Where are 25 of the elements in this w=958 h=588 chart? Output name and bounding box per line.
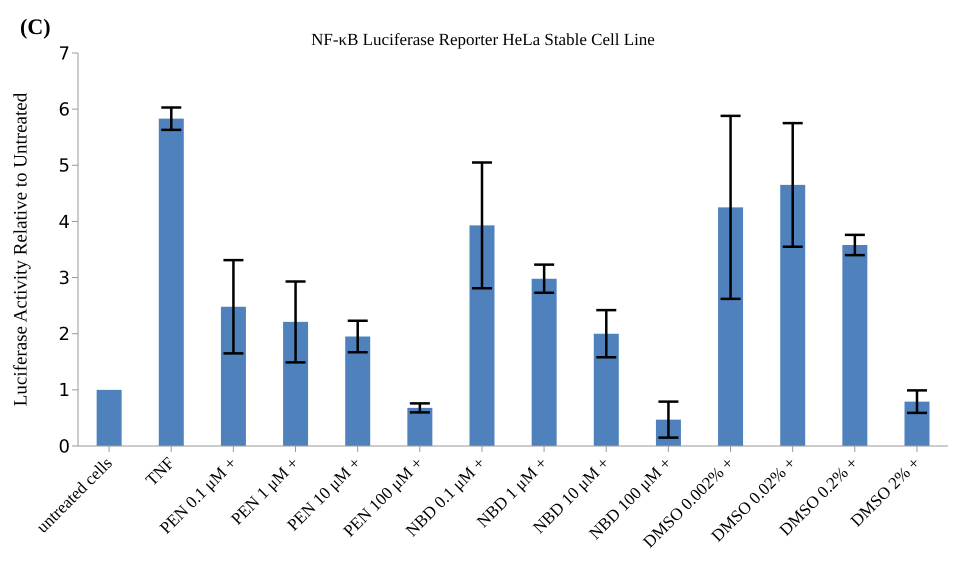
bar [220,306,246,446]
bar [283,322,308,446]
bar [594,334,619,446]
bar [718,207,744,446]
x-tick-label: TNF [142,453,178,490]
y-tick-label: 3 [58,268,70,289]
bar [158,118,184,446]
y-tick-label: 7 [58,43,70,64]
y-tick-label: 2 [58,324,70,346]
y-tick-label: 6 [58,100,70,121]
y-tick-label: 5 [58,156,70,177]
text: (C) [20,14,51,40]
bar [904,402,930,446]
bar [407,408,432,446]
bar [96,390,122,446]
y-axis-title: Luciferase Activity Relative to Untreated [10,92,32,406]
y-tick-label: 0 [58,436,70,458]
bar [345,336,370,446]
bar [532,278,557,446]
bar [780,184,806,446]
y-tick-label: 4 [58,212,70,233]
bar [842,245,868,446]
bar [470,225,494,446]
y-tick-label: 1 [58,380,70,402]
chart-title: NF-κB Luciferase Reporter HeLa Stable Cell Line [311,30,655,49]
